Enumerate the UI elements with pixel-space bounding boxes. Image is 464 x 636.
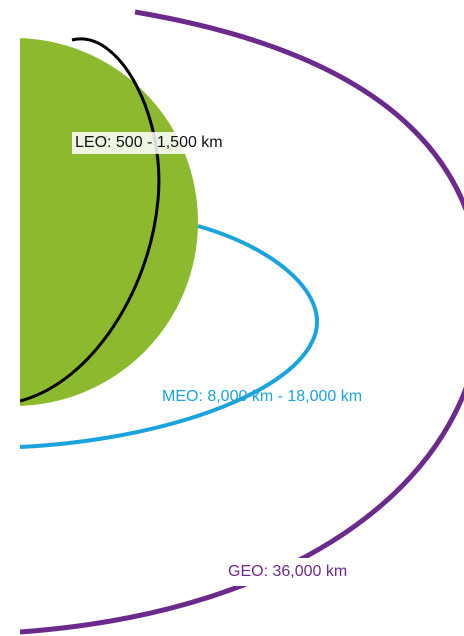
leo-label: LEO: 500 - 1,500 km [75, 134, 223, 151]
diagram-body [0, 12, 464, 632]
meo-label: MEO: 8,000 km - 18,000 km [162, 388, 362, 405]
orbit-diagram: LEO: 500 - 1,500 km MEO: 8,000 km - 18,0… [0, 0, 464, 636]
earth [0, 38, 198, 406]
geo-label: GEO: 36,000 km [228, 563, 347, 580]
